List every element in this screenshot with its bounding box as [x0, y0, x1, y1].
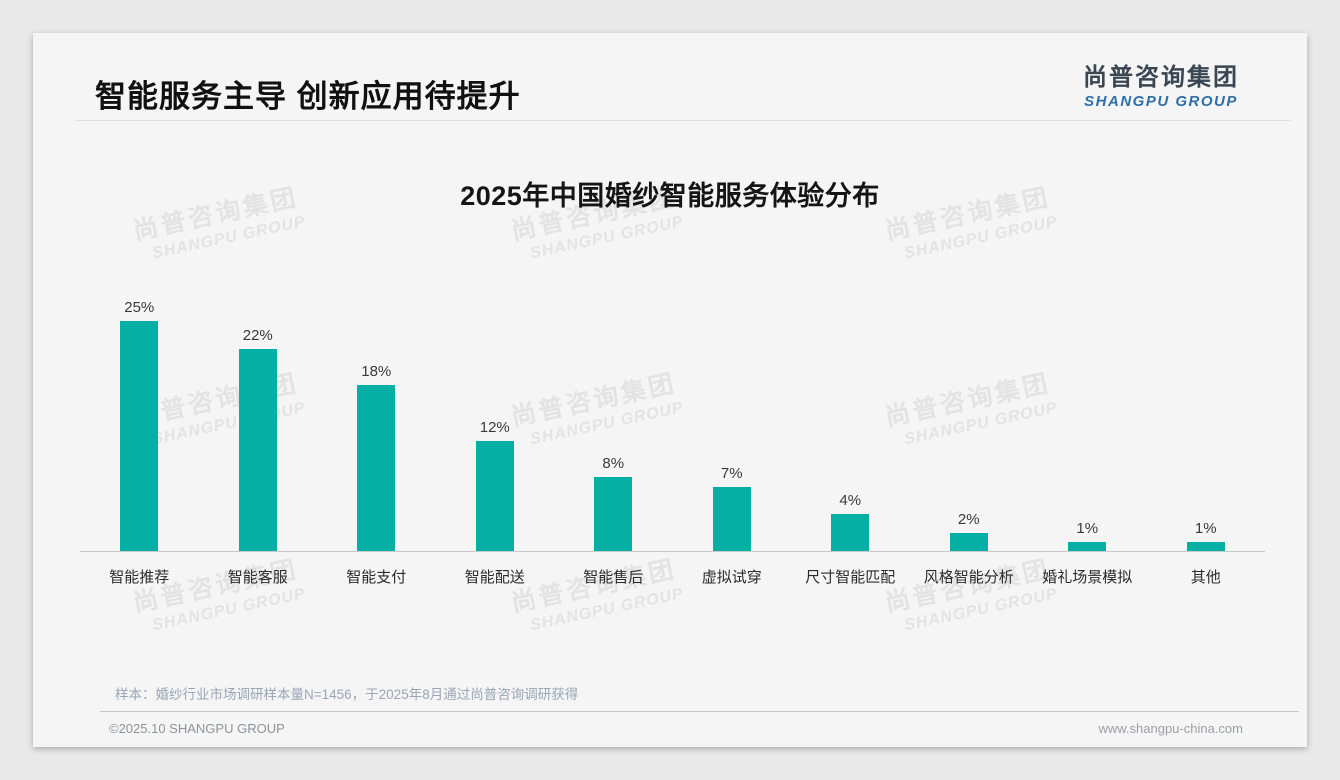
slide-card: 尚普咨询集团 SHANGPU GROUP 尚普咨询集团 SHANGPU GROUP 尚普… [33, 33, 1307, 747]
bar [475, 441, 514, 551]
bar [594, 477, 633, 551]
logo-english-text: SHANGPU GROUP [1084, 93, 1238, 110]
bar-value-label: 8% [602, 455, 625, 472]
x-axis-label: 婚礼场景模拟 [1042, 569, 1133, 586]
bar-value-label: 7% [720, 465, 743, 482]
bar-column: 25% [80, 299, 199, 551]
watermark-english-text: SHANGPU GROUP [902, 213, 1060, 263]
x-axis-label: 智能配送 [464, 569, 525, 586]
bar-column: 8% [554, 455, 673, 551]
x-axis-label: 虚拟试穿 [701, 569, 762, 586]
bar-column: 18% [317, 363, 436, 551]
bar [1186, 542, 1225, 551]
bar [949, 533, 988, 551]
bar-column: 12% [436, 419, 555, 551]
bar-column: 1% [1028, 520, 1147, 551]
bar [712, 487, 751, 551]
bar-value-label: 22% [242, 327, 273, 344]
logo-chinese-text: 尚普咨询集团 [1083, 64, 1239, 91]
chart-title: 2025年中国婚纱智能服务体验分布 [460, 181, 880, 211]
shangpu-logo: 尚普咨询集团 SHANGPU GROUP [1083, 57, 1239, 110]
bar-value-label: 1% [1194, 520, 1217, 537]
bar [831, 514, 870, 551]
plot-area: 25% 22% 18% 12% 8% 7% 4% 2% 1% 1% [80, 281, 1265, 552]
watermark-english-text: SHANGPU GROUP [528, 585, 686, 635]
x-axis-labels: 智能推荐 智能客服 智能支付 智能配送 智能售后 虚拟试穿 尺寸智能匹配 风格智能分析 婚礼场景… [80, 566, 1265, 587]
bar-value-label: 2% [957, 511, 980, 528]
bar-value-label: 4% [839, 492, 862, 509]
bar-column: 1% [1147, 520, 1266, 551]
x-axis-label: 尺寸智能匹配 [805, 569, 896, 586]
bar [238, 349, 277, 551]
bar [1068, 542, 1107, 551]
watermark-english-text: SHANGPU GROUP [150, 585, 308, 635]
bar-column: 7% [673, 465, 792, 551]
watermark-english-text: SHANGPU GROUP [528, 213, 686, 263]
website-text: www.shangpu-china.com [1098, 721, 1243, 736]
bar-column: 22% [199, 327, 318, 551]
x-axis-label: 风格智能分析 [923, 569, 1014, 586]
bar-column: 4% [791, 492, 910, 551]
x-axis-label: 智能推荐 [109, 569, 170, 586]
bar-value-label: 18% [361, 363, 392, 380]
watermark-english-text: SHANGPU GROUP [902, 585, 1060, 635]
x-axis-label: 其他 [1190, 569, 1221, 586]
bar-chart: 25% 22% 18% 12% 8% 7% 4% 2% 1% 1% 智能推荐 智能客服 智能支付 智能配… [80, 281, 1265, 587]
x-axis-label: 智能售后 [583, 569, 644, 586]
bar-value-label: 12% [479, 419, 510, 436]
bar-value-label: 1% [1076, 520, 1099, 537]
header-divider [75, 120, 1291, 121]
bar-value-label: 25% [124, 299, 155, 316]
x-axis-label: 智能客服 [227, 569, 288, 586]
x-axis-label: 智能支付 [346, 569, 407, 586]
page-title: 智能服务主导 创新应用待提升 [95, 79, 521, 114]
bar [120, 321, 159, 551]
copyright-text: ©2025.10 SHANGPU GROUP [109, 721, 285, 736]
bar [357, 385, 396, 551]
bar-column: 2% [910, 511, 1029, 551]
footer-divider [100, 711, 1299, 712]
sample-note: 样本：婚纱行业市场调研样本量N=1456，于2025年8月通过尚普咨询调研获得 [115, 687, 579, 702]
watermark-english-text: SHANGPU GROUP [150, 213, 308, 263]
